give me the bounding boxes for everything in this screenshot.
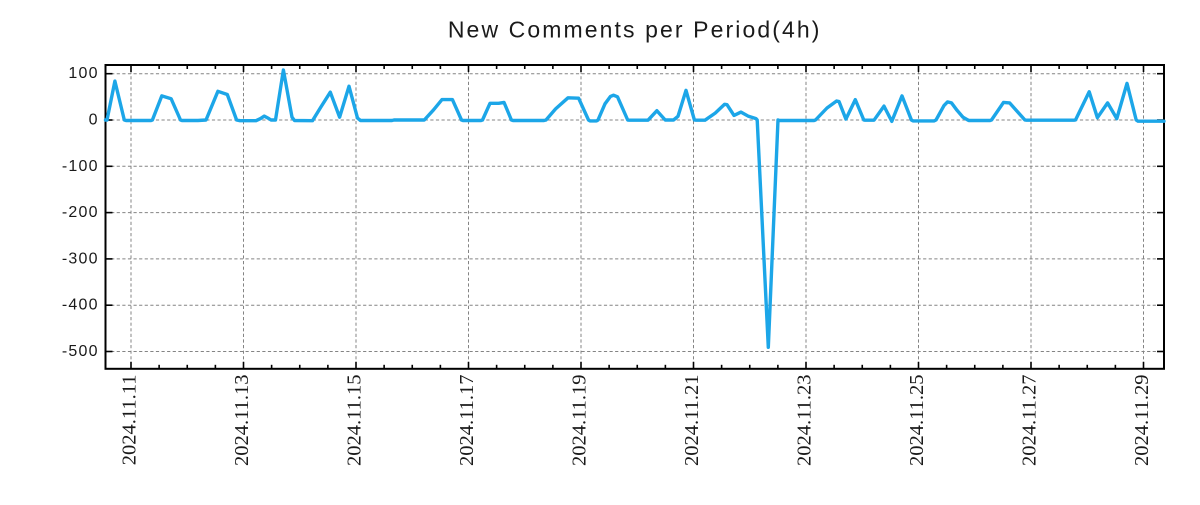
svg-text:2024.11.15: 2024.11.15 [344,375,366,467]
svg-text:2024.11.25: 2024.11.25 [906,375,928,467]
svg-text:-500: -500 [62,343,99,360]
svg-text:-100: -100 [62,158,99,175]
svg-text:2024.11.23: 2024.11.23 [794,375,816,467]
svg-text:-200: -200 [62,204,99,221]
svg-text:2024.11.19: 2024.11.19 [569,375,591,467]
svg-text:2024.11.11: 2024.11.11 [119,375,141,466]
svg-text:2024.11.21: 2024.11.21 [681,375,703,467]
svg-text:0: 0 [89,112,99,129]
svg-text:-400: -400 [62,297,99,314]
svg-text:-300: -300 [62,250,99,267]
svg-text:New Comments per Period(4h): New Comments per Period(4h) [448,17,822,43]
svg-text:2024.11.27: 2024.11.27 [1019,375,1041,467]
svg-text:100: 100 [68,65,98,82]
svg-text:2024.11.17: 2024.11.17 [456,375,478,467]
svg-text:2024.11.13: 2024.11.13 [231,375,253,467]
svg-text:2024.11.29: 2024.11.29 [1131,375,1153,467]
